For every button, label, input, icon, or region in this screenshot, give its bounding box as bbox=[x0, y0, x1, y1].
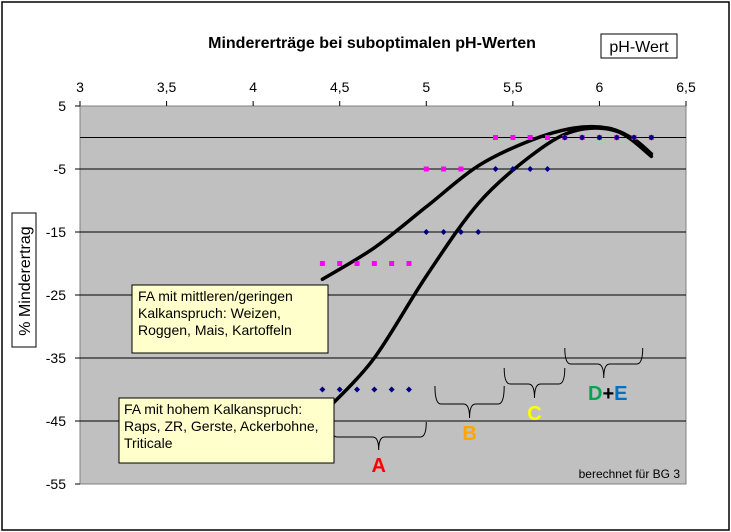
group-label: D+E bbox=[588, 383, 627, 405]
data-point bbox=[631, 134, 638, 141]
data-point bbox=[423, 166, 429, 172]
data-point bbox=[406, 261, 412, 266]
y-axis-label-box bbox=[11, 212, 37, 348]
data-point bbox=[475, 229, 482, 235]
source-note: berechnet für BG 3 bbox=[579, 467, 681, 481]
data-point bbox=[388, 386, 395, 393]
group-brace bbox=[564, 347, 644, 379]
x-tick-label: 6 bbox=[596, 79, 604, 95]
data-point bbox=[337, 261, 343, 266]
x-tick-label: 5 bbox=[422, 79, 430, 95]
annotation-high-line-1: FA mit hohem Kalkanspruch: bbox=[124, 401, 302, 417]
chart-title: Mindererträge bei suboptimalen pH-Werten bbox=[208, 35, 536, 52]
data-point bbox=[336, 386, 343, 393]
x-tick-label: 4 bbox=[249, 79, 257, 95]
annotation-text-medium: FA mit mittleren/geringen Kalkanspruch: … bbox=[138, 288, 297, 338]
data-point bbox=[319, 386, 326, 393]
group-brace bbox=[503, 367, 566, 399]
group-label: A bbox=[371, 455, 385, 477]
group-labels: A B C D+E bbox=[371, 383, 627, 477]
data-point bbox=[354, 386, 361, 393]
group-label-part: D bbox=[588, 383, 602, 405]
annotation-box-medium bbox=[131, 284, 329, 354]
annotation-medium-line-3: Roggen, Mais, Kartoffeln bbox=[138, 322, 292, 338]
x-tick-label: 6,5 bbox=[676, 79, 696, 95]
x-axis-label: pH-Wert bbox=[609, 39, 669, 56]
y-axis-label: % Minderertrag bbox=[17, 226, 34, 335]
annotation-high-line-3: Triticale bbox=[124, 435, 173, 451]
data-point bbox=[527, 135, 533, 140]
y-tick-label: -25 bbox=[46, 287, 66, 303]
data-point bbox=[371, 261, 377, 266]
data-point bbox=[544, 135, 550, 140]
group-label: C bbox=[527, 403, 541, 425]
data-point bbox=[319, 261, 325, 266]
data-point bbox=[458, 166, 464, 172]
data-point bbox=[389, 261, 395, 266]
data-point bbox=[527, 166, 534, 172]
data-point bbox=[440, 229, 447, 235]
y-tick-label: -5 bbox=[54, 161, 67, 177]
annotation-medium-line-1: FA mit mittleren/geringen bbox=[138, 288, 293, 304]
data-point bbox=[492, 166, 499, 172]
y-tick-label: -45 bbox=[46, 413, 66, 429]
data-point bbox=[405, 386, 412, 393]
group-label-part: + bbox=[602, 383, 614, 405]
data-point bbox=[648, 134, 655, 141]
data-point bbox=[544, 166, 551, 172]
group-brace bbox=[434, 385, 505, 419]
x-tick-label: 4,5 bbox=[330, 79, 350, 95]
x-axis-label-box bbox=[600, 33, 678, 59]
data-point bbox=[493, 135, 499, 140]
data-point bbox=[596, 134, 603, 141]
y-tick-label: 5 bbox=[58, 98, 66, 114]
y-tick-labels: 5 -5 -15 -25 -35 -45 -55 bbox=[46, 98, 66, 492]
x-tick-label: 3 bbox=[76, 79, 84, 95]
data-point bbox=[457, 229, 464, 235]
data-point bbox=[561, 134, 568, 141]
data-point bbox=[423, 229, 430, 235]
data-point bbox=[509, 166, 516, 172]
data-point bbox=[613, 134, 620, 141]
annotation-text-high: FA mit hohem Kalkanspruch: Raps, ZR, Ger… bbox=[124, 401, 322, 451]
data-point bbox=[354, 261, 360, 266]
trend-curve bbox=[329, 126, 654, 408]
x-tick-label: 3,5 bbox=[157, 79, 177, 95]
y-tick-label: -55 bbox=[46, 476, 66, 492]
y-tick-label: -35 bbox=[46, 350, 66, 366]
x-tick-labels: 3 3,5 4 4,5 5 5,5 6 6,5 bbox=[76, 79, 696, 95]
data-point bbox=[371, 386, 378, 393]
group-label-part: E bbox=[614, 383, 627, 405]
trend-curves bbox=[320, 124, 654, 408]
data-points bbox=[319, 134, 655, 393]
data-point bbox=[579, 134, 586, 141]
data-point bbox=[441, 166, 447, 172]
annotation-medium-line-2: Kalkanspruch: Weizen, bbox=[138, 305, 281, 321]
group-label: B bbox=[462, 423, 476, 445]
data-point bbox=[510, 135, 516, 140]
x-tick-label: 5,5 bbox=[503, 79, 523, 95]
annotation-high-line-2: Raps, ZR, Gerste, Ackerbohne, bbox=[124, 418, 319, 434]
y-tick-label: -15 bbox=[46, 224, 66, 240]
annotation-box-high bbox=[118, 397, 335, 464]
